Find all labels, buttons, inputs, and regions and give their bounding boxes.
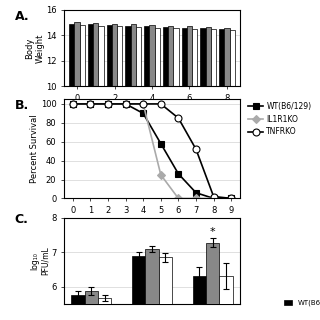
Bar bbox=[145, 249, 159, 320]
Bar bbox=[193, 276, 206, 320]
TNFRKO bbox=[194, 147, 198, 151]
TNFRKO bbox=[71, 102, 75, 106]
WT(B6/129) bbox=[229, 196, 233, 200]
WT(B6/129) bbox=[71, 102, 75, 106]
TNFRKO bbox=[88, 102, 92, 106]
Bar bbox=[229, 30, 235, 214]
Bar bbox=[211, 29, 216, 214]
IL1R1KO bbox=[212, 196, 216, 200]
Bar bbox=[71, 295, 84, 320]
Line: WT(B6/129): WT(B6/129) bbox=[70, 101, 234, 201]
Legend: WT(B6/129), IL1R1KO, TNFRKO: WT(B6/129), IL1R1KO, TNFRKO bbox=[247, 101, 312, 137]
Bar bbox=[220, 276, 233, 320]
Bar bbox=[131, 24, 136, 214]
Bar bbox=[168, 26, 173, 214]
TNFRKO bbox=[141, 102, 145, 106]
Bar bbox=[112, 24, 117, 214]
Bar bbox=[99, 26, 104, 214]
Bar bbox=[200, 28, 205, 214]
Legend: WT(B6/129): WT(B6/129) bbox=[281, 297, 320, 309]
Bar bbox=[107, 25, 112, 214]
Bar bbox=[205, 27, 211, 214]
WT(B6/129) bbox=[212, 196, 216, 200]
Bar bbox=[219, 29, 224, 214]
WT(B6/129) bbox=[88, 102, 92, 106]
WT(B6/129) bbox=[141, 111, 145, 115]
Line: TNFRKO: TNFRKO bbox=[69, 100, 235, 202]
Bar bbox=[84, 291, 98, 320]
Text: A.: A. bbox=[15, 10, 29, 23]
Bar bbox=[88, 24, 93, 214]
IL1R1KO bbox=[141, 102, 145, 106]
IL1R1KO bbox=[106, 102, 110, 106]
Bar bbox=[117, 26, 123, 214]
Bar bbox=[149, 25, 155, 214]
Bar bbox=[75, 22, 80, 214]
Bar bbox=[98, 298, 111, 320]
TNFRKO bbox=[124, 102, 127, 106]
Bar bbox=[181, 28, 187, 214]
IL1R1KO bbox=[177, 196, 180, 200]
WT(B6/129) bbox=[177, 172, 180, 176]
X-axis label: Time Post-Infection (days): Time Post-Infection (days) bbox=[89, 220, 215, 229]
TNFRKO bbox=[177, 116, 180, 120]
Bar bbox=[125, 26, 131, 214]
Text: C.: C. bbox=[15, 213, 28, 226]
Bar bbox=[69, 24, 75, 214]
Bar bbox=[192, 29, 197, 214]
Y-axis label: log₁₀
PFU/mL: log₁₀ PFU/mL bbox=[30, 246, 50, 275]
Text: *: * bbox=[210, 227, 215, 236]
Bar bbox=[206, 243, 220, 320]
Bar bbox=[163, 27, 168, 214]
WT(B6/129) bbox=[159, 142, 163, 146]
WT(B6/129) bbox=[194, 191, 198, 195]
TNFRKO bbox=[229, 196, 233, 200]
Bar bbox=[80, 25, 85, 214]
Bar bbox=[144, 26, 149, 214]
Bar bbox=[136, 27, 141, 214]
TNFRKO bbox=[212, 195, 216, 198]
Bar bbox=[159, 257, 172, 320]
Y-axis label: Percent Survival: Percent Survival bbox=[30, 115, 39, 183]
WT(B6/129) bbox=[124, 102, 127, 106]
IL1R1KO bbox=[71, 102, 75, 106]
IL1R1KO bbox=[159, 173, 163, 177]
Bar bbox=[155, 28, 160, 214]
Bar bbox=[93, 23, 99, 214]
Bar bbox=[132, 256, 145, 320]
Bar bbox=[187, 26, 192, 214]
WT(B6/129) bbox=[106, 102, 110, 106]
IL1R1KO bbox=[124, 102, 127, 106]
Text: B.: B. bbox=[15, 99, 29, 112]
IL1R1KO bbox=[88, 102, 92, 106]
Y-axis label: Body
Weight: Body Weight bbox=[25, 33, 44, 63]
X-axis label: Time Post-Infection (days): Time Post-Infection (days) bbox=[89, 108, 215, 117]
Bar bbox=[224, 28, 229, 214]
TNFRKO bbox=[159, 102, 163, 106]
Bar bbox=[173, 28, 179, 214]
TNFRKO bbox=[106, 102, 110, 106]
Line: IL1R1KO: IL1R1KO bbox=[70, 101, 216, 201]
IL1R1KO bbox=[194, 196, 198, 200]
